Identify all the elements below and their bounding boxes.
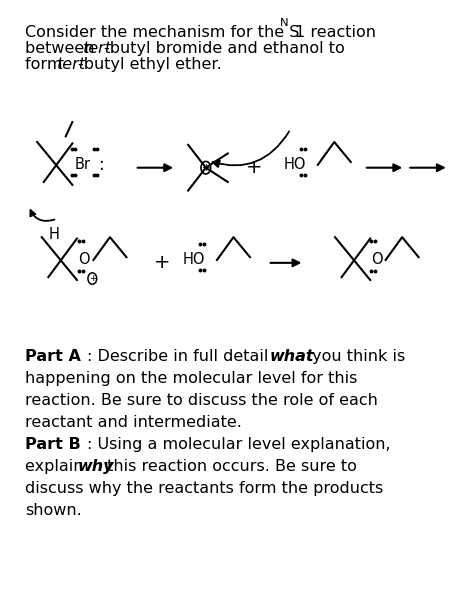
Text: discuss why the reactants form the products: discuss why the reactants form the produ… <box>25 481 383 496</box>
Text: HO: HO <box>183 253 205 268</box>
Text: O: O <box>371 253 383 268</box>
Text: HO: HO <box>284 157 306 172</box>
Text: H: H <box>48 227 59 242</box>
Text: why: why <box>77 459 114 474</box>
Text: Part B: Part B <box>25 437 81 452</box>
Text: reactant and intermediate.: reactant and intermediate. <box>25 415 242 430</box>
Text: :: : <box>99 156 104 174</box>
Text: this reaction occurs. Be sure to: this reaction occurs. Be sure to <box>102 459 356 474</box>
Text: between: between <box>25 41 100 56</box>
Text: : Describe in full detail: : Describe in full detail <box>87 349 273 364</box>
Text: +: + <box>201 163 210 172</box>
Text: -butyl ethyl ether.: -butyl ethyl ether. <box>78 57 222 72</box>
Text: 1 reaction: 1 reaction <box>295 25 376 40</box>
Text: tert: tert <box>83 41 112 56</box>
Text: you think is: you think is <box>307 349 405 364</box>
Text: +: + <box>154 253 171 273</box>
Text: happening on the molecular level for this: happening on the molecular level for thi… <box>25 371 357 386</box>
Text: Part A: Part A <box>25 349 81 364</box>
Text: +: + <box>89 274 96 283</box>
Text: Consider the mechanism for the S: Consider the mechanism for the S <box>25 25 299 40</box>
Text: N: N <box>280 18 289 28</box>
Text: Br: Br <box>74 157 91 172</box>
Text: tert: tert <box>57 57 86 72</box>
Text: what: what <box>270 349 314 364</box>
Text: shown.: shown. <box>25 503 82 518</box>
Text: form: form <box>25 57 67 72</box>
Text: +: + <box>246 158 262 177</box>
Text: -butyl bromide and ethanol to: -butyl bromide and ethanol to <box>104 41 345 56</box>
Text: reaction. Be sure to discuss the role of each: reaction. Be sure to discuss the role of… <box>25 393 378 408</box>
Text: : Using a molecular level explanation,: : Using a molecular level explanation, <box>87 437 390 452</box>
Text: explain: explain <box>25 459 89 474</box>
Text: O: O <box>78 253 90 268</box>
